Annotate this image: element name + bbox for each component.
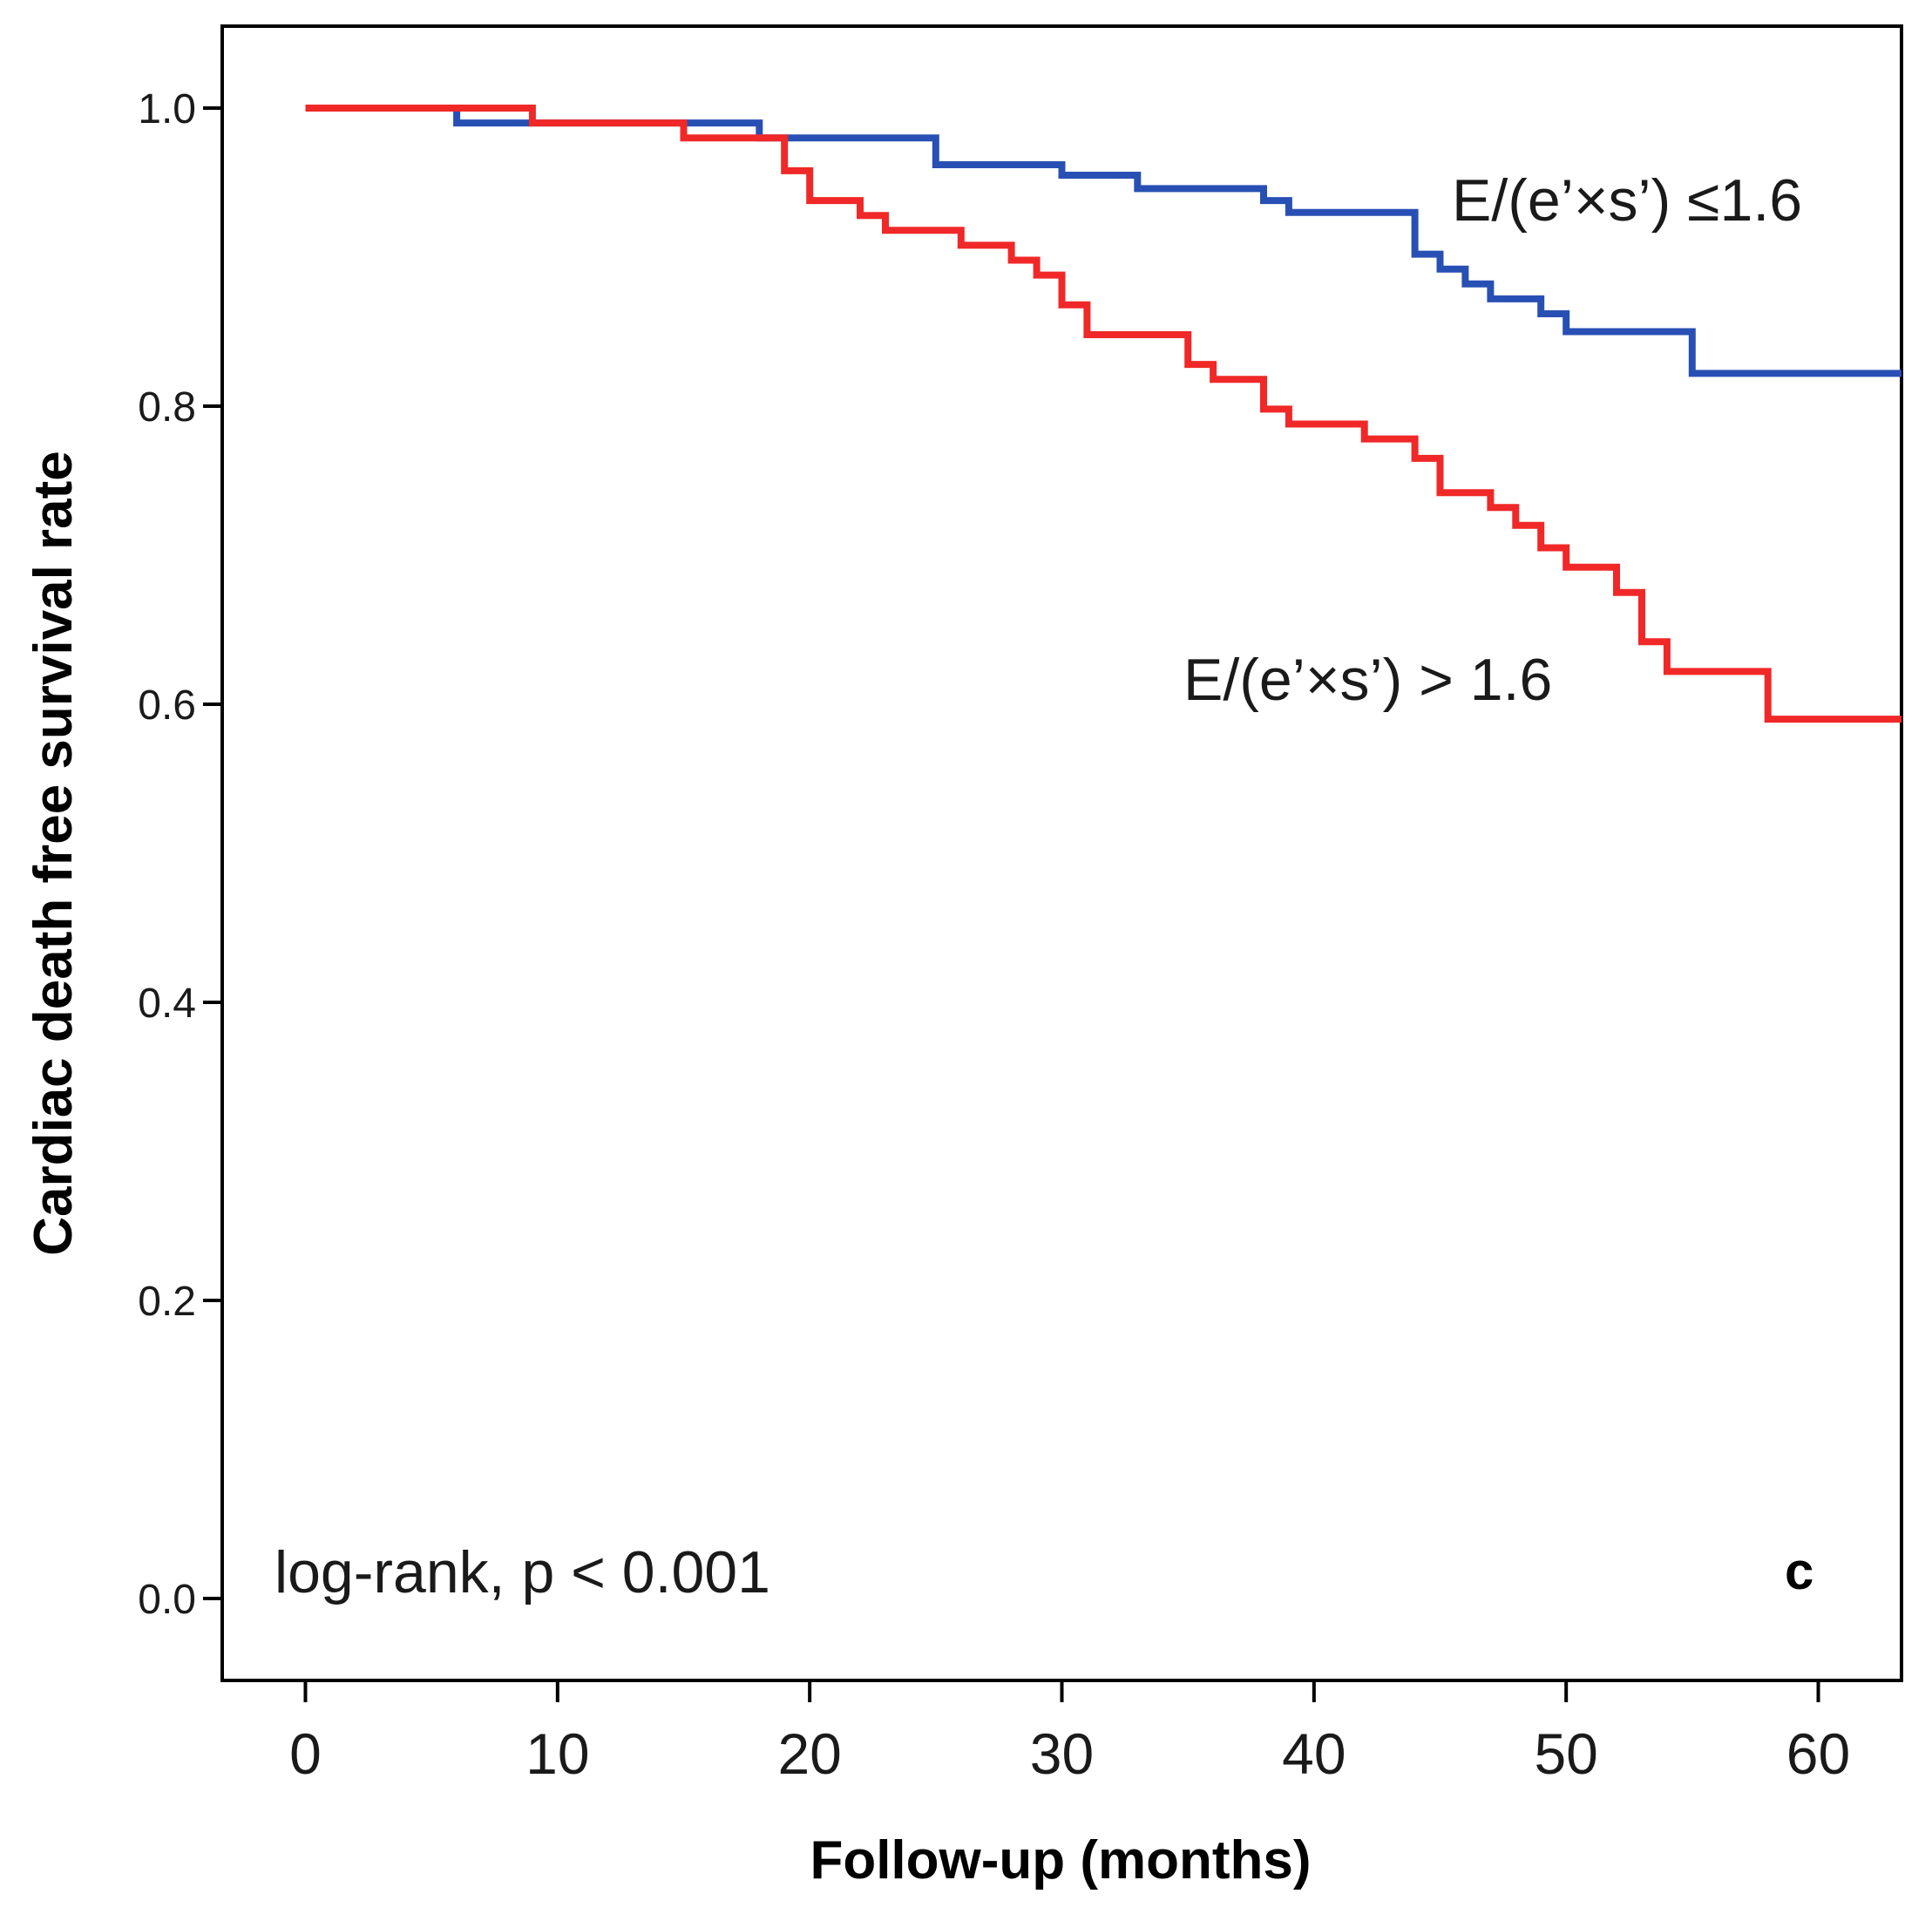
series-lines: [305, 105, 1901, 723]
x-axis: 0 10 20 30 40 50 60: [289, 1680, 1850, 1786]
series-label-high: E/(e’×s’) > 1.6: [1183, 647, 1552, 713]
y-axis-title: Cardiac death free survival rate: [24, 451, 84, 1256]
panel-letter: c: [1785, 1542, 1813, 1600]
x-axis-title: Follow-up (months): [810, 1830, 1311, 1890]
y-tick-label-2: 0.4: [138, 981, 196, 1027]
x-tick-label-0: 0: [289, 1721, 322, 1786]
x-tick-label-1: 10: [525, 1721, 589, 1786]
y-tick-label-1: 0.2: [138, 1279, 196, 1325]
y-tick-label-5: 1.0: [138, 86, 196, 132]
y-axis: 0.0 0.2 0.4 0.6 0.8 1.0: [138, 86, 222, 1623]
log-rank-annotation: log-rank, p < 0.001: [275, 1539, 770, 1605]
x-tick-label-5: 50: [1534, 1721, 1597, 1786]
y-tick-label-3: 0.6: [138, 682, 196, 729]
y-tick-label-4: 0.8: [138, 384, 196, 431]
series-line-high: [305, 105, 1901, 723]
y-tick-label-0: 0.0: [138, 1577, 196, 1623]
x-tick-label-2: 20: [777, 1721, 841, 1786]
series-label-low: E/(e’×s’) ≤1.6: [1452, 167, 1802, 234]
x-tick-label-3: 30: [1030, 1721, 1094, 1786]
x-tick-label-4: 40: [1282, 1721, 1346, 1786]
x-tick-label-6: 60: [1786, 1721, 1850, 1786]
